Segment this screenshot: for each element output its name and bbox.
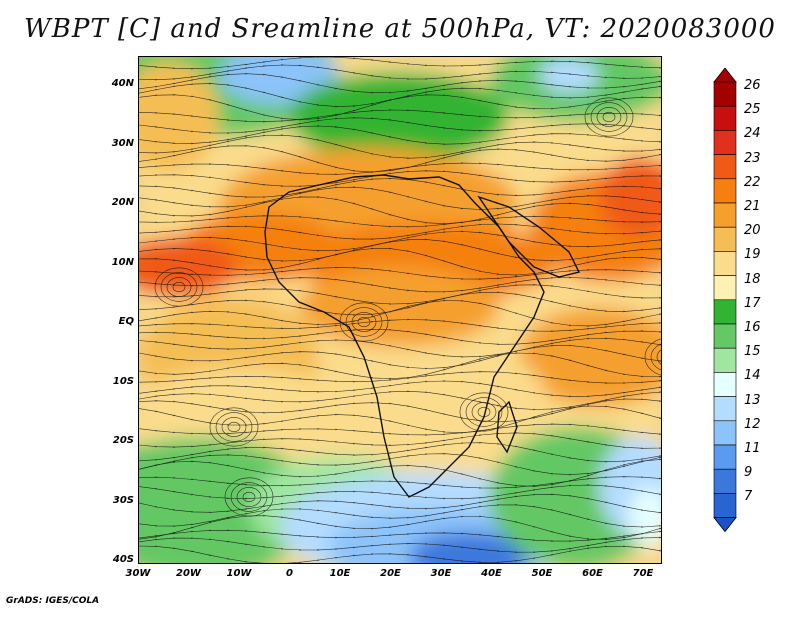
streamline-vortex [357,316,371,328]
lon-label: 0 [286,568,293,579]
streamline-vortex [650,343,661,371]
colorbar-label: 17 [744,295,761,311]
streamline [139,328,661,346]
colorbar-label: 9 [744,465,753,481]
colorbar-label: 14 [744,368,761,384]
streamline-vortex [230,482,268,512]
lon-label: 10W [226,568,252,579]
colorbar-swatch [713,226,737,252]
lat-label: 10N [111,256,134,268]
streamline-vortex [227,421,241,433]
streamline [139,93,661,121]
wbpt-shaded-region [539,57,599,93]
colorbar-swatch [713,299,737,325]
colorbar-label: 7 [744,489,753,505]
lon-label: 60E [582,568,603,579]
colorbar-swatch [713,275,737,301]
streamline-vortex [154,267,204,307]
streamline-vortex [471,402,497,422]
colorbar-min-arrow [713,517,737,533]
colorbar-label: 20 [744,223,761,239]
colorbar-label: 18 [744,271,761,287]
colorbar-label: 25 [744,102,761,118]
streamline-vortex [602,111,616,123]
lat-label: 20N [111,197,134,208]
streamline-vortex [242,491,256,503]
map-title: WBPT [C] and Sreamline at 500hPa, VT: 20… [24,14,776,44]
colorbar-label: 19 [744,247,761,263]
colorbar-label: 15 [744,344,761,360]
lat-label: 40S [112,554,134,565]
streamline-vortex [459,392,509,432]
streamline-vortex [656,349,661,365]
streamline [139,247,661,276]
colorbar-swatch [713,323,737,349]
streamline-vortex [584,97,634,137]
streamline-vortex [166,277,192,297]
colorbar-label: 23 [744,150,761,166]
lon-label: 30E [430,568,452,579]
colorbar-label: 22 [744,174,761,190]
colorbar-label: 21 [744,199,761,214]
colorbar-label: 16 [744,320,761,335]
colorbar-swatch [713,105,737,131]
colorbar [713,68,737,533]
streamline-vortex [236,487,262,507]
colorbar-swatch [713,372,737,397]
lon-label: 40E [481,568,502,579]
streamline-vortex [590,102,628,132]
coastline [477,195,581,278]
streamline-vortex [224,477,274,517]
streamline [139,545,661,563]
lat-label: 10S [112,375,134,387]
streamline-vortex [596,107,622,127]
colorbar-swatch [713,444,737,470]
lat-label: 30N [111,137,134,149]
colorbar-label: 12 [744,416,761,432]
colorbar-max-arrow [713,68,737,83]
streamline-vortex [172,281,186,293]
grads-credit: GrADS: IGES/COLA [6,596,100,606]
streamline [139,475,661,490]
colorbar-swatch [713,81,737,107]
lat-label: EQ [118,316,134,327]
lon-label: 30W [125,568,151,579]
lat-label: 40N [111,78,134,89]
streamline-vortex [345,307,383,337]
colorbar-swatch [713,420,737,446]
streamline-vortex [351,312,377,332]
streamline-vortex [209,407,259,447]
colorbar-swatch [713,130,737,155]
coastline [496,400,518,454]
colorbar-label: 11 [744,441,761,456]
lon-label: 50E [531,568,553,579]
wbpt-streamline-map [139,57,661,563]
lon-label: 10E [329,568,351,579]
colorbar-swatch [713,493,737,518]
colorbar-label: 26 [744,78,761,93]
colorbar-swatch [713,468,737,494]
map-panel [138,56,662,564]
lon-label: 70E [632,568,654,579]
lon-label: 20E [380,568,401,579]
colorbar-label: 13 [744,392,761,408]
streamline [139,162,661,176]
lat-label: 30S [112,494,134,506]
lat-label: 20S [112,435,134,446]
streamline [139,266,661,281]
lon-label: 20W [176,568,201,579]
colorbar-swatch [713,396,737,422]
colorbar-label: 24 [744,126,761,142]
colorbar-swatch [713,347,737,373]
streamline-vortex [644,338,661,376]
colorbar-swatch [713,251,737,276]
coastline [264,174,545,498]
streamline-vortex [221,417,247,437]
streamline-vortex [160,272,198,302]
colorbar-swatch [713,178,737,204]
streamline-vortex [465,397,503,427]
streamline-vortex [215,412,253,442]
colorbar-swatch [713,154,737,180]
colorbar-swatch [713,202,737,228]
